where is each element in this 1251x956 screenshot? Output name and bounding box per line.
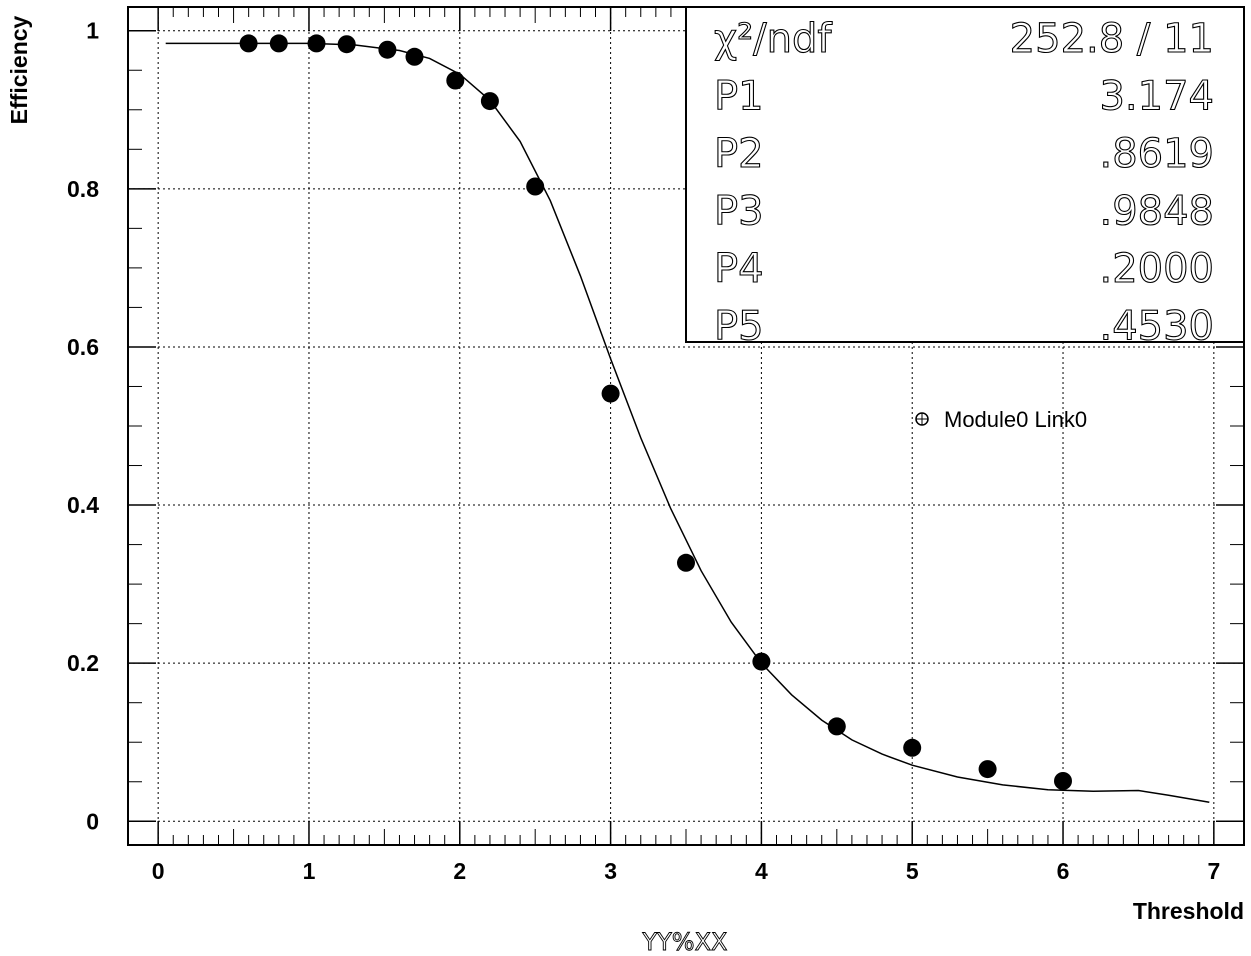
stats-value: 252.8 / 11 bbox=[1010, 16, 1214, 62]
y-axis-title: Efficiency bbox=[6, 15, 32, 124]
x-tick-label: 1 bbox=[303, 858, 316, 884]
x-tick-label: 2 bbox=[453, 858, 466, 884]
stats-value: .9848 bbox=[1099, 189, 1214, 235]
data-point bbox=[337, 35, 356, 54]
stats-box-frame bbox=[685, 6, 1245, 343]
data-point bbox=[239, 34, 258, 53]
data-point bbox=[1054, 772, 1072, 790]
data-point bbox=[307, 34, 326, 53]
stats-value: .4530 bbox=[1099, 304, 1214, 350]
legend: Module0 Link0 bbox=[915, 407, 1087, 432]
stats-value: 3.174 bbox=[1099, 74, 1214, 120]
footer-text: YY%XX bbox=[641, 928, 727, 956]
data-point bbox=[903, 738, 922, 757]
y-tick-label: 1 bbox=[86, 18, 99, 44]
legend-label: Module0 Link0 bbox=[944, 407, 1087, 432]
data-points bbox=[239, 34, 1072, 790]
data-point bbox=[405, 47, 424, 66]
stats-box: χ²/ndf 252.8 / 11 P1 3.174 P2 .8619 P3 .9848 P4.… bbox=[685, 6, 1245, 350]
stats-label: P1 bbox=[714, 74, 764, 120]
data-point bbox=[446, 71, 465, 90]
x-tick-label: 0 bbox=[152, 858, 165, 884]
data-point bbox=[601, 384, 620, 403]
x-tick-label: 6 bbox=[1057, 858, 1070, 884]
data-point bbox=[269, 34, 288, 53]
x-tick-label: 4 bbox=[755, 858, 768, 884]
data-point bbox=[827, 717, 846, 736]
stats-label: P2 bbox=[714, 131, 764, 177]
stats-label: χ²/ndf bbox=[714, 16, 832, 62]
axes: 0 1 2 3 4 5 6 7 0 0.2 0.4 0.6 0.8 1 bbox=[67, 6, 1245, 884]
x-tick-label: 7 bbox=[1207, 858, 1220, 884]
x-tick-label: 5 bbox=[906, 858, 919, 884]
stats-value: .8619 bbox=[1099, 131, 1214, 177]
data-point bbox=[978, 760, 997, 779]
stats-label: P3 bbox=[714, 189, 764, 235]
y-tick-label: 0.2 bbox=[67, 650, 99, 676]
y-tick-label: 0 bbox=[86, 808, 99, 834]
x-axis-title: Threshold bbox=[1133, 898, 1244, 924]
data-point bbox=[480, 92, 499, 111]
data-point bbox=[378, 40, 397, 59]
stats-label: P4 bbox=[714, 246, 764, 292]
data-point bbox=[752, 652, 771, 671]
y-tick-label: 0.6 bbox=[67, 334, 99, 360]
y-tick-label: 0.4 bbox=[67, 492, 99, 518]
x-tick-label: 3 bbox=[604, 858, 617, 884]
stats-label: P5 bbox=[714, 304, 764, 350]
y-tick-label: 0.8 bbox=[67, 176, 99, 202]
stats-value: .2000 bbox=[1099, 246, 1214, 292]
data-point bbox=[677, 553, 695, 572]
data-point bbox=[526, 177, 545, 196]
